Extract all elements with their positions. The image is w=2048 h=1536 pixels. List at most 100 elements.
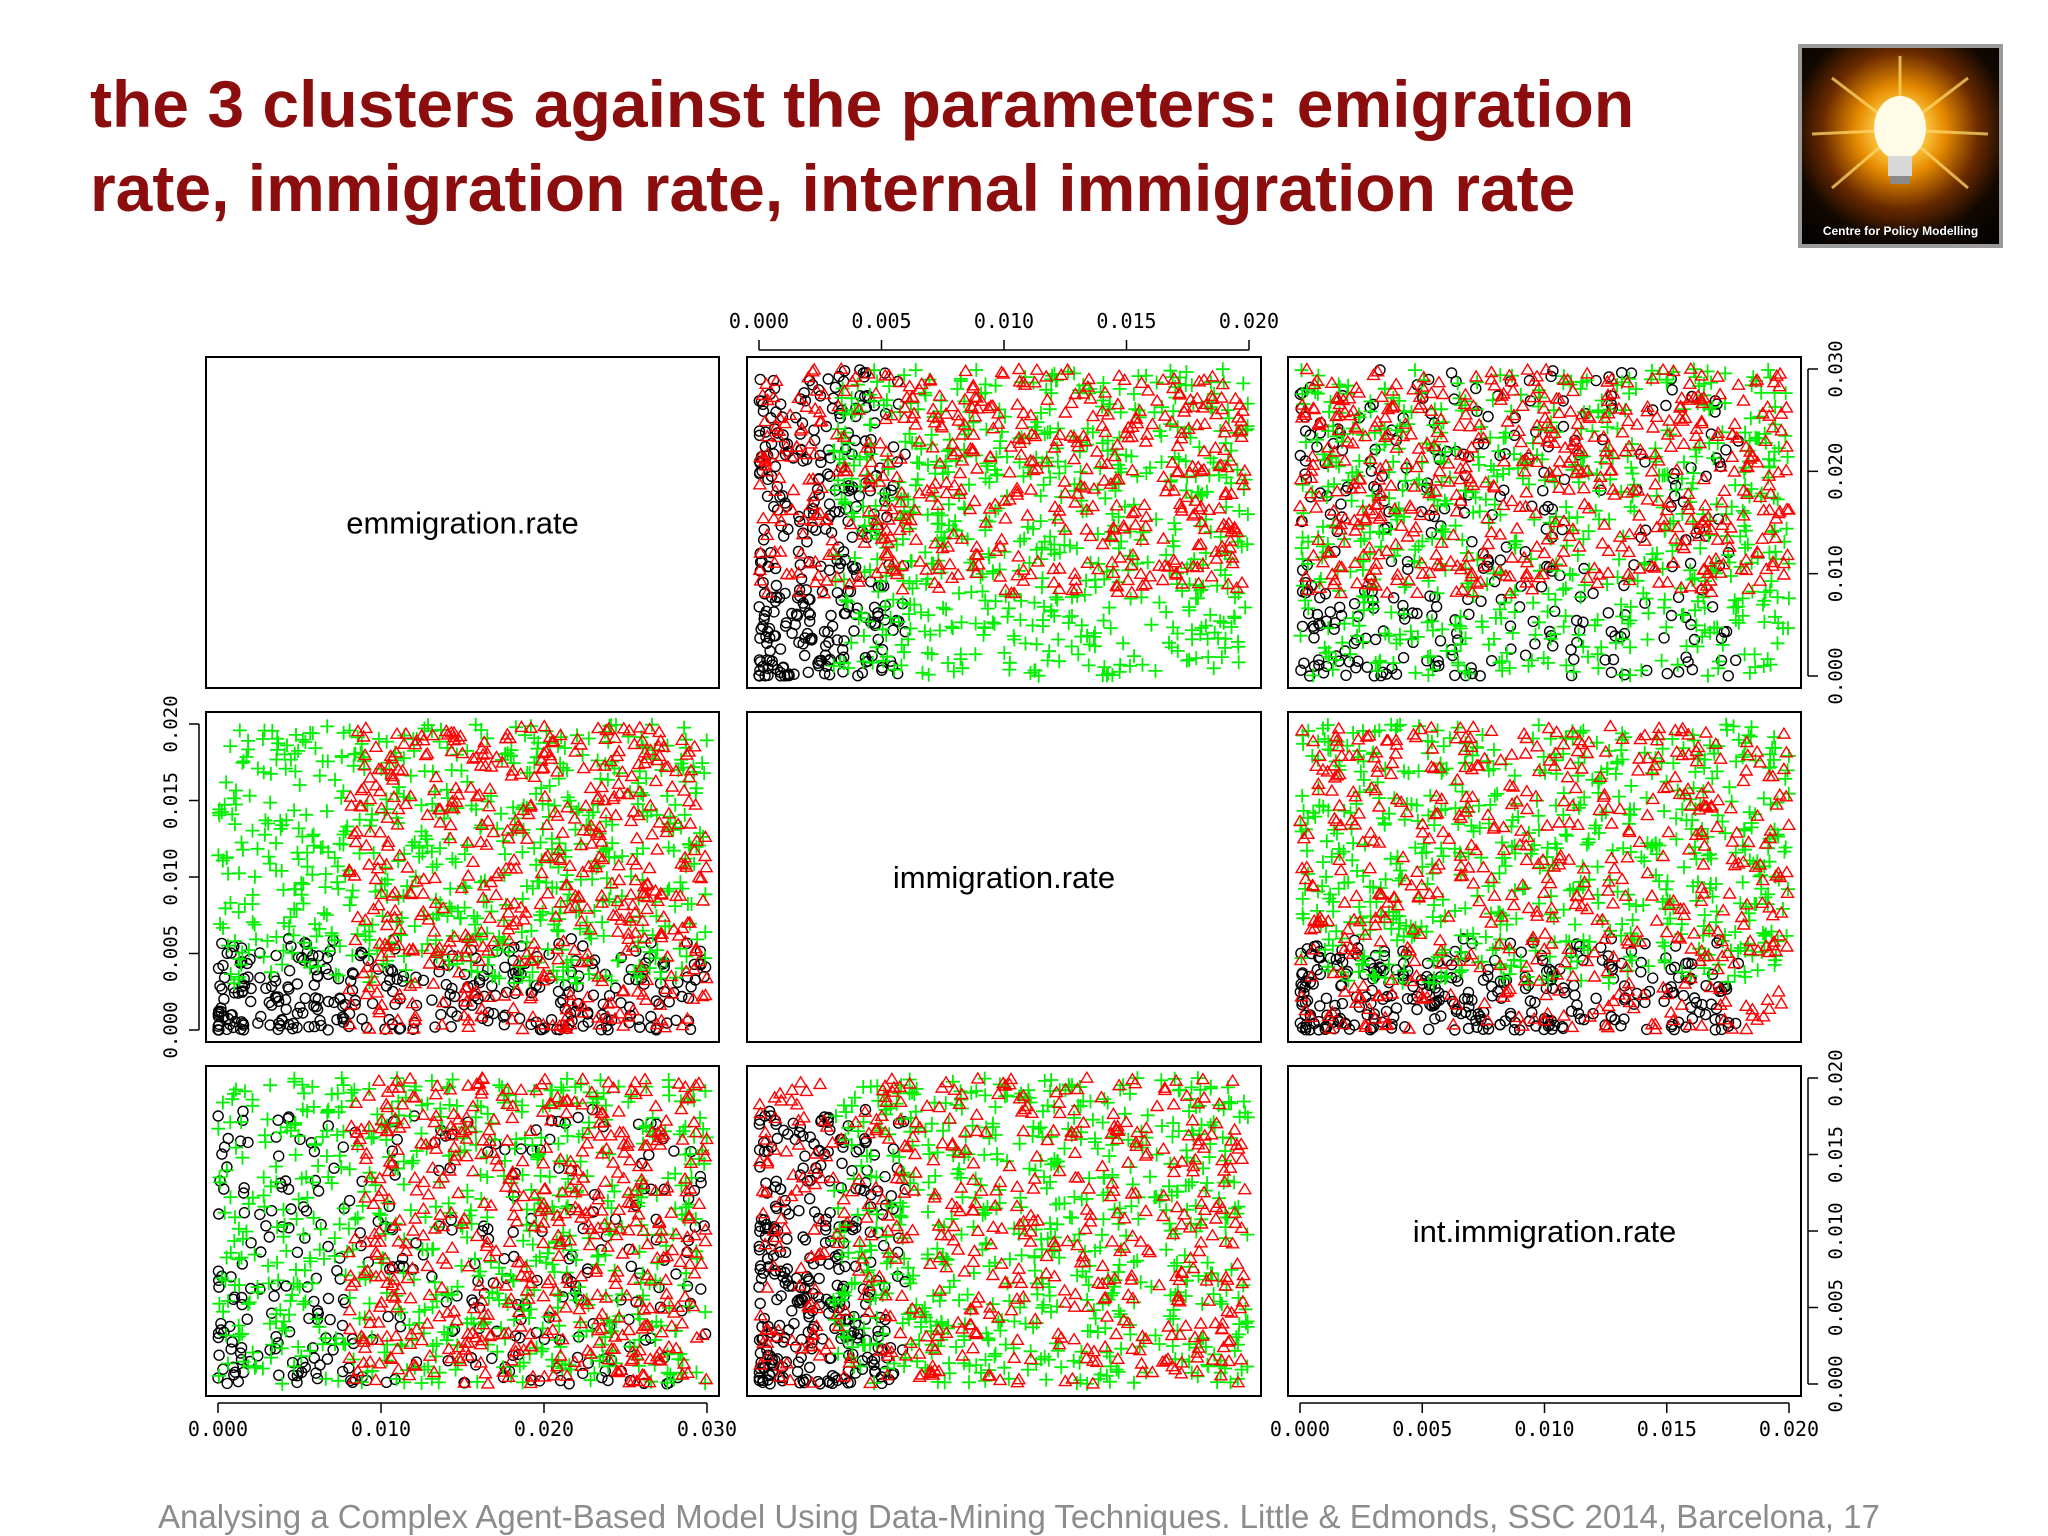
data-point-triangle [888, 563, 904, 576]
data-point-triangle [855, 527, 870, 540]
data-point-plus [1621, 616, 1636, 631]
data-point-plus [677, 720, 692, 735]
data-point-plus [1180, 561, 1195, 576]
data-point-triangle [698, 860, 714, 873]
data-point-triangle [772, 470, 787, 483]
data-point-plus [1071, 647, 1086, 662]
slide-title: the 3 clusters against the parameters: e… [90, 67, 1635, 225]
data-point-triangle [804, 513, 820, 526]
data-point-plus [1706, 451, 1721, 466]
data-point-triangle [1674, 391, 1690, 404]
data-point-plus [1765, 740, 1780, 755]
data-point-triangle [1011, 549, 1026, 562]
data-point-plus [1657, 468, 1672, 483]
data-point-circle [856, 667, 869, 679]
data-point-triangle [919, 483, 935, 496]
data-point-circle [891, 456, 903, 468]
data-point-plus [1781, 591, 1796, 606]
data-point-plus [1036, 613, 1050, 628]
data-point-plus [305, 726, 320, 741]
data-point-plus [1458, 394, 1473, 409]
data-point-circle [872, 607, 884, 619]
data-point-triangle [368, 739, 384, 752]
data-point-plus [1590, 612, 1605, 627]
data-point-circle [1428, 510, 1441, 523]
data-point-circle [770, 579, 783, 592]
data-point-triangle [962, 502, 978, 515]
data-point-triangle [1047, 499, 1063, 512]
data-point-plus [1570, 510, 1585, 525]
data-point-plus [1615, 609, 1630, 624]
data-point-triangle [1374, 389, 1390, 402]
data-point-triangle [1079, 522, 1094, 535]
data-point-circle [762, 473, 774, 486]
data-point-circle [1422, 1023, 1435, 1036]
data-point-plus [1700, 668, 1715, 683]
data-point-triangle [1504, 374, 1520, 387]
data-point-plus [1321, 479, 1336, 494]
data-point-plus [256, 765, 271, 780]
data-point-plus [921, 608, 936, 623]
data-point-plus [454, 763, 469, 778]
data-point-triangle [1388, 377, 1404, 390]
data-point-circle [1365, 465, 1378, 477]
data-point-circle [1474, 670, 1486, 682]
data-point-triangle [533, 897, 548, 910]
data-point-plus [1757, 593, 1772, 608]
data-point-plus [1424, 614, 1439, 629]
data-point-triangle [934, 420, 950, 433]
data-point-plus [920, 645, 935, 660]
data-point-triangle [1058, 405, 1073, 418]
data-point-triangle [752, 563, 768, 576]
data-point-triangle [1079, 502, 1095, 515]
data-point-plus [1131, 369, 1146, 384]
data-point-triangle [1324, 375, 1340, 388]
data-point-triangle [1383, 478, 1399, 491]
data-point-triangle [1217, 425, 1232, 438]
data-point-plus [978, 523, 993, 538]
data-point-plus [826, 444, 841, 458]
data-point-circle [788, 668, 800, 680]
data-point-triangle [806, 488, 821, 501]
data-point-plus [909, 574, 924, 589]
data-point-triangle [1513, 435, 1529, 448]
data-point-plus [1594, 640, 1609, 655]
data-point-triangle [818, 513, 834, 526]
data-point-plus [579, 915, 594, 930]
data-point-triangle [772, 503, 788, 516]
data-point-plus [1625, 466, 1640, 481]
data-point-triangle [695, 893, 711, 906]
data-point-plus [1563, 566, 1577, 581]
data-point-plus [1018, 636, 1033, 651]
data-point-plus [1570, 548, 1585, 562]
data-point-plus [245, 897, 260, 911]
data-point-plus [1127, 387, 1141, 401]
data-point-plus [1081, 658, 1096, 673]
data-point-plus [931, 516, 946, 531]
data-point-triangle [1009, 487, 1025, 500]
data-point-plus [1738, 425, 1753, 440]
data-point-triangle [1060, 362, 1075, 375]
data-point-triangle [1195, 556, 1211, 569]
data-point-triangle [1697, 498, 1713, 511]
data-point-circle [1429, 660, 1442, 672]
data-point-circle [1335, 498, 1347, 510]
data-point-triangle [1069, 581, 1084, 594]
data-point-triangle [676, 783, 692, 796]
data-point-plus [1238, 600, 1253, 615]
data-point-circle [1513, 601, 1526, 613]
data-point-plus [1231, 634, 1245, 649]
data-point-circle [1320, 660, 1333, 673]
data-point-triangle [1070, 435, 1085, 448]
data-point-plus [948, 514, 963, 529]
data-point-plus [1610, 421, 1625, 436]
data-point-plus [1559, 658, 1574, 673]
data-point-triangle [889, 470, 904, 483]
data-point-triangle [902, 379, 917, 392]
data-point-triangle [967, 389, 983, 402]
data-point-circle [804, 615, 816, 627]
data-point-triangle [1734, 562, 1749, 575]
data-point-triangle [1309, 500, 1324, 513]
data-point-circle [1383, 506, 1395, 518]
data-point-plus [907, 597, 922, 612]
